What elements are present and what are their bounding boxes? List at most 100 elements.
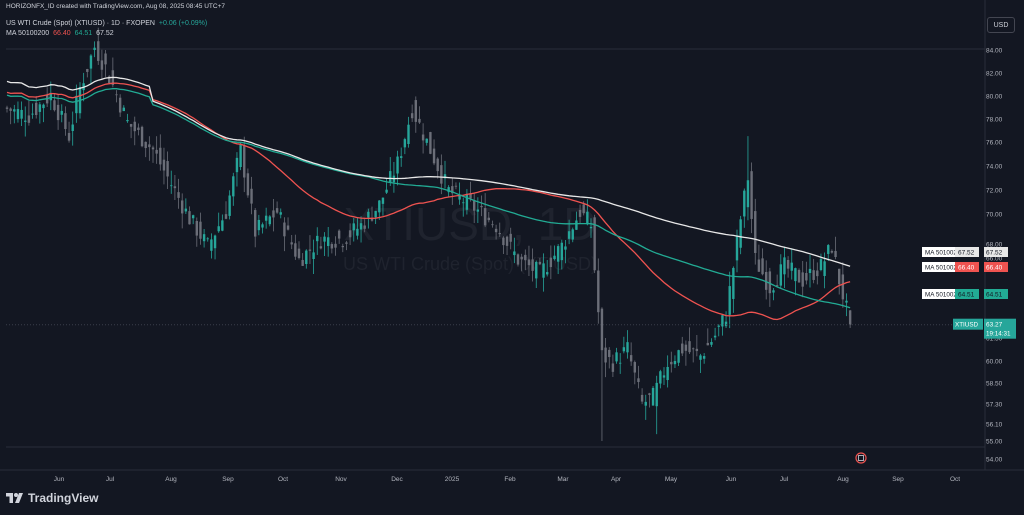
candle (527, 245, 531, 277)
candle (221, 214, 224, 232)
candle-body (816, 270, 819, 277)
candle-body (706, 342, 709, 346)
candle (739, 215, 742, 255)
candle-body (312, 252, 315, 259)
candle (480, 195, 483, 217)
candle-body (432, 148, 436, 164)
candle (414, 96, 417, 133)
candle-body (681, 343, 684, 354)
candle (443, 160, 447, 189)
plot-value-bg (955, 247, 979, 257)
candle (385, 178, 388, 194)
candle-body (761, 258, 764, 275)
candle-body (750, 171, 753, 219)
candle-body (235, 157, 239, 173)
candle (834, 236, 837, 260)
candle (297, 241, 301, 260)
candle-body (692, 348, 695, 350)
candle-body (443, 174, 447, 179)
candle-body (553, 255, 556, 260)
ma-indicator-line[interactable]: MA 50100200 66.40 64.51 67.52 (6, 30, 116, 37)
x-tick-label: Sep (892, 476, 904, 483)
time-axis[interactable]: Jun Jul Aug Sep Oct Nov Dec 2025 Feb Mar Apr May Jun… (54, 476, 960, 483)
candle-body (290, 242, 293, 245)
candle-body (502, 237, 505, 246)
candle-body (516, 254, 520, 265)
ma-label: MA 50100200 (6, 30, 50, 37)
candle-body (348, 230, 352, 238)
candle (403, 137, 407, 155)
candle-body (363, 225, 366, 229)
candle (381, 197, 385, 216)
y-tick-label: 78.00 (986, 117, 1003, 124)
candle (337, 229, 341, 244)
candle-body (819, 259, 823, 271)
candle (60, 104, 63, 123)
candle-body (838, 268, 841, 285)
candle-body (564, 246, 567, 250)
candle (772, 287, 775, 301)
candle-body (578, 209, 582, 217)
candle (629, 342, 633, 366)
candle (578, 204, 582, 224)
ma50-line[interactable] (6, 82, 851, 321)
candle (436, 157, 439, 179)
y-tick-label: 58.50 (986, 381, 1003, 388)
candle (626, 330, 629, 359)
ma200-value: 67.52 (96, 30, 114, 37)
candle-body (469, 193, 472, 199)
candle (264, 207, 268, 229)
candle-body (330, 244, 334, 249)
candle-body (352, 223, 355, 231)
candle-body (206, 238, 209, 240)
candle-body (53, 100, 56, 111)
candle-body (301, 259, 304, 266)
ma200-line[interactable] (6, 76, 851, 267)
tradingview-logo[interactable]: TradingView (6, 491, 98, 505)
candle-body (702, 356, 706, 359)
currency-button[interactable]: USD (987, 17, 1015, 33)
candle-body (487, 217, 490, 221)
candle-body (520, 256, 523, 260)
candle-body (524, 254, 527, 261)
candle-body (337, 230, 341, 239)
y-tick-label: 72.00 (986, 188, 1003, 195)
candle (20, 101, 23, 127)
candle (812, 258, 815, 284)
candle-body (604, 347, 607, 363)
candle-body (264, 215, 268, 221)
ma100-line[interactable] (6, 88, 851, 309)
candle-body (243, 145, 246, 178)
y-tick-label: 61.50 (986, 336, 1003, 343)
candle-body (126, 120, 129, 122)
candle (754, 198, 757, 265)
candle (308, 235, 312, 264)
candle (779, 254, 782, 289)
candle (808, 255, 812, 288)
candle-body (261, 224, 264, 228)
last-price-tag: XTIUSD 63.27 19:14:31 (953, 318, 1016, 339)
candle-body (155, 149, 158, 154)
candle-body (89, 55, 93, 69)
candle-body (316, 235, 319, 242)
candle-body (717, 325, 720, 327)
candle (250, 176, 253, 215)
candle (531, 248, 534, 282)
price-axis[interactable]: 84.00 82.00 80.00 78.00 76.00 74.00 72.00 70.00… (986, 48, 1003, 464)
candle-body (224, 214, 228, 219)
candle (425, 138, 428, 146)
candle (257, 214, 261, 236)
event-marker-icon[interactable] (855, 452, 867, 464)
candle (502, 236, 505, 255)
candle-body (772, 290, 775, 293)
candle (706, 328, 709, 346)
y-tick-label: 82.00 (986, 71, 1003, 78)
candle (513, 237, 516, 264)
symbol-line[interactable]: US WTI Crude (Spot) (XTIUSD) · 1D · FXOP… (6, 20, 209, 27)
watermark-symbol: XTIUSD, 1D (343, 198, 596, 250)
candle-body (177, 192, 180, 198)
candle-body (644, 401, 647, 406)
candle (721, 314, 724, 336)
